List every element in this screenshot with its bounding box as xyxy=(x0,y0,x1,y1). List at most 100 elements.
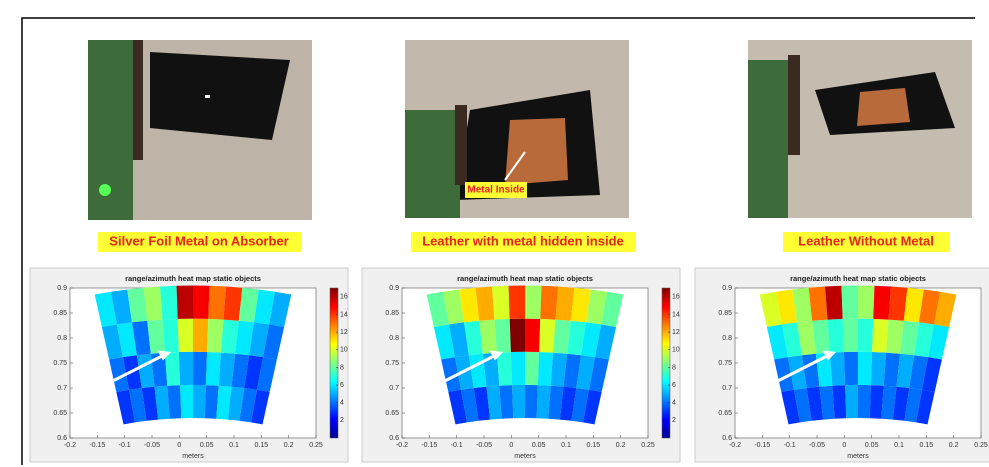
heatmap-cell xyxy=(595,324,617,360)
x-tick-label: 0.25 xyxy=(641,442,655,449)
heatmap-cell xyxy=(512,384,525,419)
x-axis-label: meters xyxy=(182,453,204,460)
heatmap-cell xyxy=(525,351,540,386)
heatmap-cell xyxy=(116,389,135,425)
heatmap-cell xyxy=(263,324,285,360)
heatmap-cell xyxy=(909,355,929,390)
x-axis-label: meters xyxy=(847,453,869,460)
heatmap-cell xyxy=(919,289,941,325)
heatmap-cell xyxy=(177,318,193,352)
colorbar xyxy=(661,287,671,439)
heatmap-cell xyxy=(180,384,193,419)
x-tick-label: 0 xyxy=(842,442,846,449)
caption-box xyxy=(783,232,950,252)
heatmap-cell xyxy=(257,357,277,392)
heatmap-cell xyxy=(269,291,292,327)
heatmap-cell xyxy=(775,289,797,325)
heatmap-cell xyxy=(479,319,497,354)
heatmap-cell xyxy=(914,322,935,358)
heatmap-cell xyxy=(858,351,873,386)
heatmap-cell xyxy=(567,320,586,356)
heatmap-cell xyxy=(883,352,901,387)
heatmap-cell xyxy=(426,291,449,327)
y-tick-label: 0.6 xyxy=(57,435,67,442)
colorbar-tick-label: 16 xyxy=(340,294,348,301)
colorbar-tick-label: 2 xyxy=(672,417,676,424)
heatmap-cell xyxy=(459,287,480,323)
x-tick-label: 0.15 xyxy=(920,442,934,449)
heatmap-cell xyxy=(178,351,193,386)
x-tick-label: 0 xyxy=(509,442,513,449)
heatmap-cell xyxy=(164,352,181,386)
x-tick-label: 0.2 xyxy=(616,442,626,449)
x-tick-label: 0.05 xyxy=(200,442,214,449)
heatmap-cell xyxy=(819,385,835,420)
heatmap-cell xyxy=(601,291,624,327)
photo xyxy=(748,40,972,218)
annotation: Metal Inside xyxy=(467,185,525,196)
heatmap-cell xyxy=(900,320,919,356)
heatmap-cell xyxy=(207,318,224,353)
x-tick-label: -0.2 xyxy=(64,442,76,449)
x-tick-label: -0.05 xyxy=(144,442,160,449)
y-tick-label: 0.8 xyxy=(57,335,67,342)
colorbar-tick-label: 10 xyxy=(340,347,348,354)
x-tick-label: 0 xyxy=(177,442,181,449)
heatmap-cell xyxy=(832,385,847,419)
heatmap-cell xyxy=(162,318,179,353)
heatmap-cell xyxy=(550,352,568,387)
x-tick-label: 0.05 xyxy=(532,442,546,449)
heatmap-cell xyxy=(583,389,602,425)
heatmap-cell xyxy=(101,324,123,360)
heatmap-cell xyxy=(132,320,151,356)
colorbar-tick-label: 8 xyxy=(340,364,344,371)
heatmap-cell xyxy=(441,357,461,392)
heatmap-cell xyxy=(496,352,513,386)
heatmap-cell xyxy=(486,385,502,420)
photo xyxy=(88,40,312,220)
heatmap-cell xyxy=(808,286,828,321)
x-axis-label: meters xyxy=(514,453,536,460)
heatmap-cell xyxy=(881,385,897,420)
heatmap-cell xyxy=(888,286,908,321)
y-tick-label: 0.9 xyxy=(389,285,399,292)
arrow xyxy=(778,354,829,382)
x-tick-label: -0.1 xyxy=(451,442,463,449)
heatmap-title: range/azimuth heat map static objects xyxy=(790,274,926,283)
heatmap-cell xyxy=(160,285,178,320)
heatmap-cell xyxy=(508,285,525,319)
colorbar-tick-label: 2 xyxy=(340,417,344,424)
heatmap-cell xyxy=(141,386,159,421)
heatmap-cell xyxy=(239,388,257,423)
heatmap-cell xyxy=(154,385,170,420)
x-tick-label: 0.2 xyxy=(284,442,294,449)
heatmap-cell xyxy=(766,324,788,360)
x-tick-label: 0.1 xyxy=(229,442,239,449)
heatmap-cell xyxy=(571,388,589,423)
heatmap-cell xyxy=(886,319,904,354)
caption-box xyxy=(98,232,301,252)
heatmap-cell xyxy=(231,353,250,388)
caption: Silver Foil Metal on Absorber xyxy=(109,233,288,248)
heatmap-cell xyxy=(129,388,147,423)
arrow xyxy=(113,354,164,382)
colorbar-tick-label: 6 xyxy=(672,382,676,389)
x-tick-label: -0.2 xyxy=(729,442,741,449)
y-tick-label: 0.65 xyxy=(385,410,399,417)
heatmap-cell xyxy=(147,319,165,354)
annotation-box xyxy=(465,182,527,198)
heatmap-cell xyxy=(794,388,812,423)
heatmap-cell xyxy=(781,389,800,425)
heatmap-cell xyxy=(555,286,575,321)
heatmap-cell xyxy=(464,320,483,356)
heatmap-cell xyxy=(193,318,209,352)
heatmap-cell xyxy=(510,351,525,386)
colorbar-tick-label: 12 xyxy=(340,329,348,336)
heatmap-cell xyxy=(829,352,846,386)
heatmap-cell xyxy=(221,319,239,354)
heatmap-cell xyxy=(244,355,264,390)
x-tick-label: 0.25 xyxy=(309,442,323,449)
colorbar-tick-label: 4 xyxy=(672,400,676,407)
y-tick-label: 0.6 xyxy=(389,435,399,442)
